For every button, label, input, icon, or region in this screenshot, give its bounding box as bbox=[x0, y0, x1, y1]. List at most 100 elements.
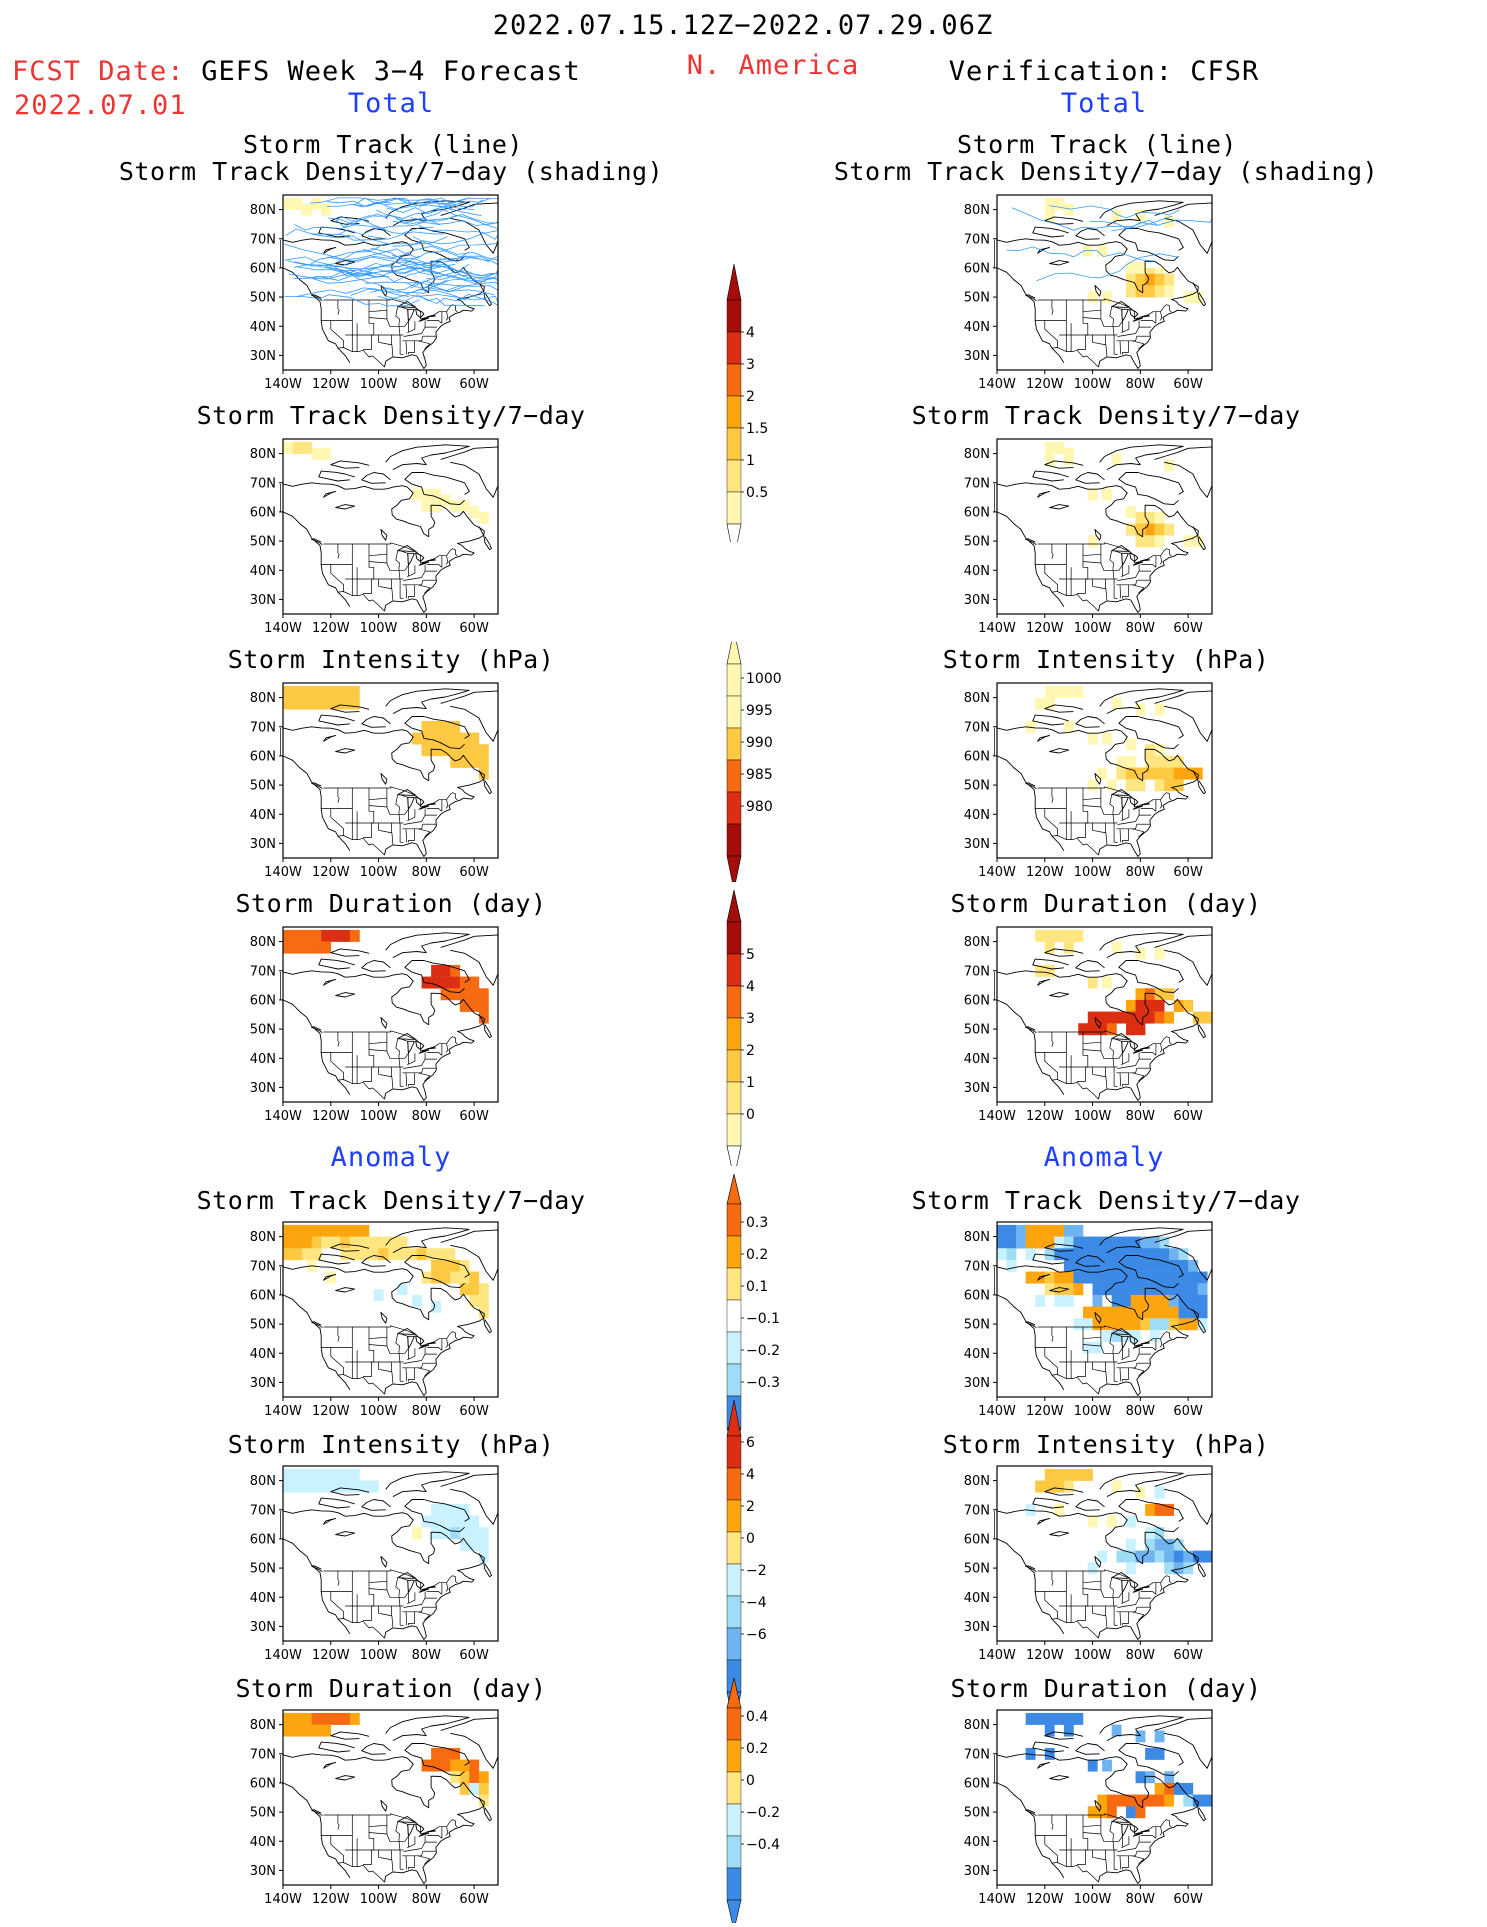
border bbox=[337, 1032, 340, 1047]
map-intensity-anom-gefs: 80N 70N 60N 50N 40N 30N 140W 120W 100W 80W 60W bbox=[250, 1465, 499, 1663]
lon-tick-label: 100W bbox=[360, 865, 398, 880]
heat-cell bbox=[1126, 1011, 1136, 1024]
border bbox=[407, 809, 416, 822]
lat-tick-label: 50N bbox=[250, 1023, 276, 1038]
border bbox=[1122, 1072, 1129, 1087]
heat-cell bbox=[1169, 1259, 1179, 1272]
heat-cell bbox=[1149, 1294, 1160, 1307]
border bbox=[368, 561, 409, 571]
heat-cell bbox=[1183, 1562, 1194, 1575]
lat-tick-label: 70N bbox=[964, 1259, 990, 1274]
heat-cell bbox=[1140, 1318, 1151, 1331]
lake bbox=[380, 528, 388, 541]
lat-tick-label: 30N bbox=[964, 1376, 990, 1391]
coastline bbox=[1075, 472, 1105, 484]
lake bbox=[418, 1049, 430, 1054]
colorbar-arrow-top bbox=[726, 1677, 742, 1709]
heat-cell bbox=[311, 1724, 322, 1737]
coastline bbox=[478, 1797, 492, 1822]
heat-cell bbox=[1063, 1294, 1074, 1307]
coastline bbox=[282, 1538, 351, 1634]
lake bbox=[1094, 1555, 1102, 1568]
border bbox=[1044, 1347, 1059, 1375]
heat-cell bbox=[302, 1236, 312, 1249]
map-intensity-cfsr: 80N 70N 60N 50N 40N 30N 140W 120W 100W 80W 60W bbox=[964, 682, 1213, 880]
heat-cell bbox=[283, 1712, 293, 1725]
coastline bbox=[1044, 704, 1084, 713]
border bbox=[368, 553, 387, 557]
colorbar-segment bbox=[726, 985, 742, 1019]
heat-cell bbox=[1073, 1259, 1084, 1272]
border bbox=[1112, 1840, 1115, 1852]
heat-cell bbox=[431, 1300, 441, 1313]
heat-cell bbox=[469, 1759, 480, 1772]
lon-tick-label: 80W bbox=[1126, 1648, 1156, 1663]
heat-cell bbox=[283, 1248, 293, 1261]
heat-cell bbox=[1192, 535, 1203, 548]
lon-tick-label: 120W bbox=[1026, 1404, 1064, 1419]
heat-cell bbox=[1188, 1306, 1198, 1319]
heat-cell bbox=[1140, 1306, 1151, 1319]
lon-tick-label: 80W bbox=[412, 1892, 442, 1907]
border bbox=[403, 326, 438, 337]
coastline bbox=[996, 238, 1199, 369]
border bbox=[398, 1057, 401, 1069]
heat-cell bbox=[1106, 1806, 1117, 1819]
lat-tick-label: 30N bbox=[250, 837, 276, 852]
border bbox=[445, 1338, 449, 1348]
border bbox=[408, 340, 415, 355]
heat-cell bbox=[1097, 244, 1108, 257]
heat-cell bbox=[1164, 767, 1175, 780]
coastline bbox=[996, 511, 1065, 607]
heat-cell bbox=[1044, 964, 1055, 977]
colorbar-label: 0.2 bbox=[746, 1247, 768, 1263]
lat-tick-label: 80N bbox=[250, 1718, 276, 1733]
coastline bbox=[478, 1553, 492, 1578]
border bbox=[1159, 799, 1163, 809]
heat-cell bbox=[1140, 1294, 1151, 1307]
storm-track-line bbox=[362, 239, 499, 259]
coastline bbox=[330, 1731, 370, 1740]
lat-tick-label: 80N bbox=[964, 1474, 990, 1489]
storm-track-line bbox=[422, 255, 499, 265]
colorbar-label: −0.2 bbox=[746, 1805, 780, 1821]
heat-cell bbox=[459, 1283, 470, 1296]
lat-tick-label: 30N bbox=[964, 593, 990, 608]
heat-cell bbox=[283, 1468, 293, 1481]
heat-cell bbox=[1025, 1271, 1036, 1284]
border bbox=[1092, 1850, 1108, 1872]
heat-cell bbox=[1092, 1306, 1103, 1319]
colorbar-label: 0.2 bbox=[746, 1741, 768, 1757]
lake bbox=[1094, 1799, 1102, 1812]
lake bbox=[1129, 308, 1139, 318]
heat-cell bbox=[1126, 1806, 1136, 1819]
heat-cell bbox=[1102, 291, 1112, 304]
heat-cell bbox=[469, 506, 480, 519]
lat-tick-label: 50N bbox=[250, 1562, 276, 1577]
heat-cell bbox=[1087, 488, 1098, 501]
border bbox=[417, 340, 431, 350]
storm-track-line bbox=[377, 293, 499, 307]
border bbox=[395, 550, 400, 570]
border bbox=[1159, 1043, 1163, 1053]
heat-cell bbox=[1126, 999, 1136, 1012]
border bbox=[1051, 835, 1099, 856]
border bbox=[378, 1606, 394, 1628]
coastline bbox=[311, 538, 323, 545]
lake bbox=[1132, 805, 1144, 810]
lake bbox=[1132, 1344, 1144, 1349]
border bbox=[445, 555, 449, 565]
lon-tick-label: 140W bbox=[978, 1404, 1016, 1419]
heat-cell bbox=[1130, 1294, 1141, 1307]
map-intensity-gefs-coastline bbox=[280, 688, 499, 857]
coastline bbox=[318, 1741, 355, 1753]
heat-cell bbox=[478, 1794, 489, 1807]
border bbox=[1112, 569, 1115, 581]
heat-cell bbox=[469, 976, 480, 989]
lake bbox=[335, 504, 356, 510]
heat-cell bbox=[311, 447, 322, 460]
lake bbox=[1049, 504, 1070, 510]
coastline bbox=[311, 294, 323, 301]
heat-cell bbox=[1087, 779, 1098, 792]
heat-cell bbox=[1188, 1294, 1198, 1307]
